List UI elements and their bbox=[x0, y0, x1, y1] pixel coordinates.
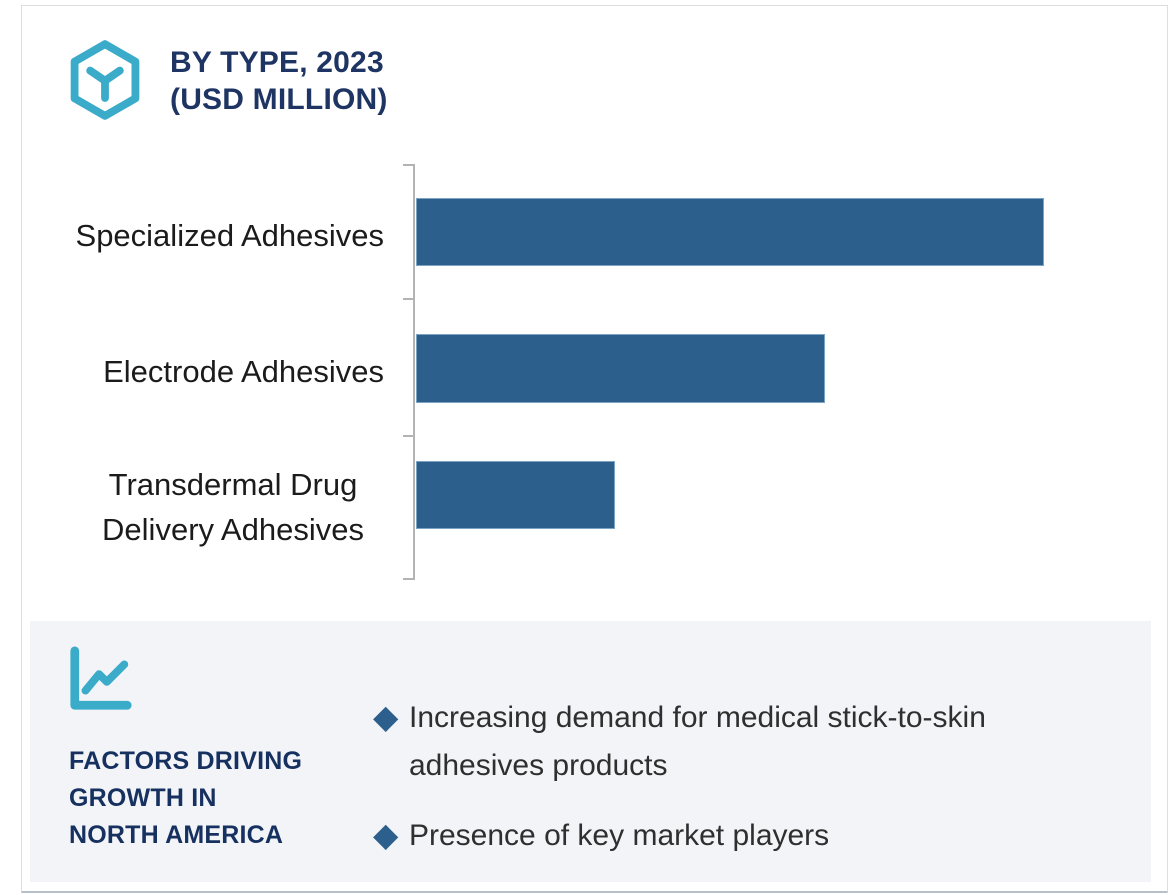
chart-title: BY TYPE, 2023 (USD MILLION) bbox=[170, 44, 388, 118]
line-chart-icon bbox=[70, 646, 132, 710]
factors-bullet-list: ◆ Increasing demand for medical stick-to… bbox=[373, 694, 1103, 860]
chart-title-line1: BY TYPE, 2023 bbox=[170, 46, 384, 79]
bar-chart-plot-area bbox=[416, 6, 1147, 626]
category-label-electrode-adhesives: Electrode Adhesives bbox=[103, 354, 384, 389]
list-item: ◆ Increasing demand for medical stick-to… bbox=[373, 694, 1103, 790]
axis-tick bbox=[403, 435, 414, 437]
axis-tick bbox=[403, 578, 414, 580]
diamond-bullet-icon: ◆ bbox=[373, 697, 399, 736]
category-label-specialized-adhesives: Specialized Adhesives bbox=[75, 218, 384, 253]
factors-panel: FACTORS DRIVING GROWTH IN NORTH AMERICA … bbox=[30, 621, 1151, 882]
factors-heading-line2: GROWTH IN bbox=[69, 784, 217, 812]
factors-heading-line1: FACTORS DRIVING bbox=[69, 747, 303, 775]
bullet-text: Increasing demand for medical stick-to-s… bbox=[409, 701, 986, 782]
category-axis-line bbox=[413, 164, 415, 580]
axis-tick bbox=[403, 298, 414, 300]
bar-transdermal-drug-delivery-adhesives bbox=[416, 461, 615, 529]
bar-specialized-adhesives bbox=[416, 198, 1044, 266]
diamond-bullet-icon: ◆ bbox=[373, 815, 399, 854]
bar-electrode-adhesives bbox=[416, 334, 825, 403]
factors-heading-line3: NORTH AMERICA bbox=[69, 821, 284, 849]
list-item: ◆ Presence of key market players bbox=[373, 812, 1103, 860]
factors-heading: FACTORS DRIVING GROWTH IN NORTH AMERICA bbox=[69, 743, 359, 854]
chart-title-line2: (USD MILLION) bbox=[170, 83, 388, 116]
bullet-text: Presence of key market players bbox=[409, 819, 830, 852]
hexagon-y-icon bbox=[70, 40, 140, 120]
infographic-card: BY TYPE, 2023 (USD MILLION) Specialized … bbox=[21, 5, 1168, 893]
axis-tick bbox=[403, 164, 414, 166]
category-label-transdermal-drug-delivery-adhesives: Transdermal Drug Delivery Adhesives bbox=[102, 467, 364, 547]
